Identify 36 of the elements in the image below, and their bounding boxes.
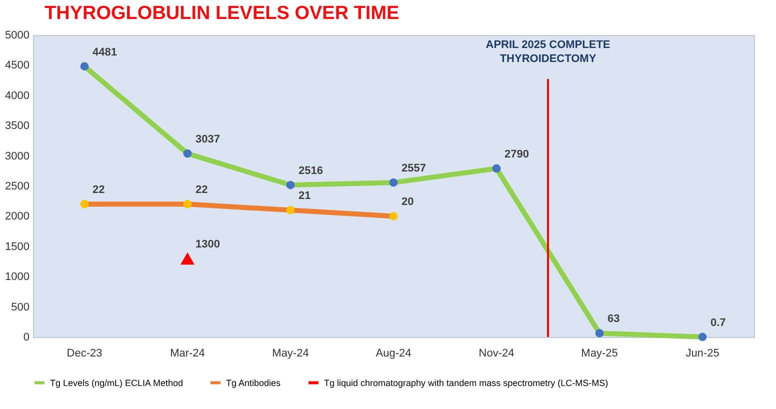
data-label: 0.7 [710,316,726,329]
x-tick-label: Mar-24 [170,348,205,360]
data-label: 2516 [298,165,323,178]
data-label: 2557 [402,162,426,175]
x-tick-label: Dec-23 [66,348,102,360]
data-label: 22 [196,184,208,196]
y-tick-label: 5000 [5,30,30,42]
x-tick-label: May-25 [581,348,618,360]
data-label: 21 [298,190,311,202]
data-label: 22 [92,184,105,196]
y-tick-label: 1500 [5,240,30,253]
chart-title: THYROGLOBULIN LEVELS OVER TIME [44,3,400,24]
x-tick-label: May-24 [272,348,309,360]
data-label: 63 [608,313,620,326]
y-tick-label: 3000 [5,150,30,162]
data-label: 20 [402,196,414,208]
y-tick-label: 4000 [5,90,30,102]
y-tick-label: 500 [11,301,30,314]
y-tick-label: 2500 [5,180,30,192]
x-tick-label: Aug-24 [376,348,412,360]
point [180,252,195,265]
y-tick-label: 0 [23,332,30,344]
y-tick-label: 4500 [5,60,30,72]
data-label: 4481 [92,46,117,58]
y-tick-label: 2000 [5,210,30,223]
x-tick-label: Jun-25 [686,348,720,360]
data-label: 3037 [196,134,220,146]
legend-label: Tg Antibodies [226,378,282,388]
legend-label: Tg liquid chromatography with tandem mass spectrometry (LC-MS-MS) [324,378,608,388]
y-tick-label: 1000 [5,271,30,284]
data-label: 1300 [196,238,220,250]
data-label: 2790 [504,148,529,160]
x-tick-label: Nov-24 [478,348,514,360]
legend-label: Tg Levels (ng/mL) ECLIA Method [50,378,184,388]
y-tick-label: 3500 [5,120,30,132]
ref-line-label: APRIL 2025 COMPLETE THYROIDECTOMY [486,39,610,65]
